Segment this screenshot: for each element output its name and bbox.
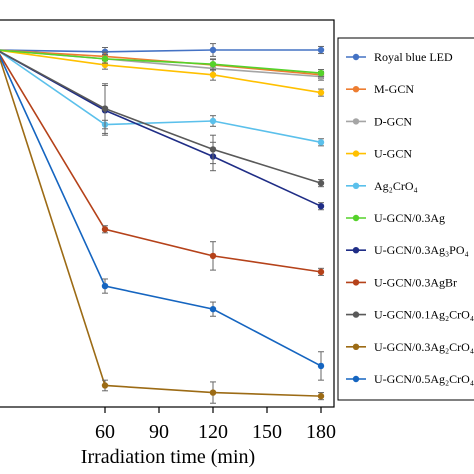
series-group	[0, 56, 325, 404]
x-tick-label: 120	[198, 421, 228, 443]
legend-swatch-marker	[352, 343, 360, 350]
legend-item: Royal blue LED	[346, 50, 453, 64]
legend-item: U-GCN/0.1Ag₂CrO₄	[346, 308, 474, 322]
legend: Royal blue LED M-GCN D-GCN U-GCN Ag₂CrO₄ U-GC…	[346, 50, 474, 386]
legend-label: U-GCN/0.3Ag₂CrO₄	[374, 340, 474, 354]
legend-label: U-GCN/0.3AgBr	[374, 275, 457, 289]
legend-label: U-GCN/0.3Ag₃PO₄	[374, 243, 469, 257]
legend-item: M-GCN	[346, 82, 414, 96]
x-tick-label: 60	[95, 421, 115, 443]
legend-swatch-marker	[352, 118, 360, 125]
legend-item: Ag₂CrO₄	[346, 179, 418, 193]
legend-swatch-marker	[352, 247, 360, 254]
data-point	[317, 392, 325, 400]
data-point	[209, 60, 217, 68]
series-line	[0, 49, 322, 76]
legend-swatch-marker	[352, 375, 360, 383]
legend-box	[337, 37, 474, 401]
x-tick-label: 150	[252, 421, 282, 443]
data-point	[317, 268, 325, 276]
series-line	[0, 49, 321, 53]
series-group	[0, 49, 325, 78]
legend-item: U-GCN/0.3Ag	[346, 211, 445, 225]
data-point	[317, 139, 325, 146]
legend-label: U-GCN/0.1Ag₂CrO₄	[374, 308, 474, 322]
data-point	[209, 71, 217, 79]
legend-item: U-GCN/0.3AgBr	[346, 275, 457, 289]
legend-label: Ag₂CrO₄	[374, 179, 418, 193]
legend-label: U-GCN	[374, 147, 412, 161]
legend-item: U-GCN/0.3Ag₂CrO₄	[346, 340, 474, 354]
data-point	[101, 55, 109, 63]
series-group	[0, 50, 325, 188]
series-group	[0, 51, 325, 147]
series-layer	[0, 43, 325, 404]
legend-swatch-marker	[352, 182, 360, 189]
legend-swatch-marker	[352, 53, 360, 61]
legend-item: U-GCN/0.5Ag₂CrO₄	[346, 372, 474, 386]
series-line	[0, 56, 322, 397]
data-point	[209, 389, 217, 396]
series-line	[0, 50, 322, 184]
data-point	[209, 146, 217, 153]
legend-label: M-GCN	[374, 82, 414, 96]
series-line	[0, 54, 322, 367]
legend-swatch-marker	[352, 150, 360, 157]
series-group	[0, 53, 325, 276]
data-point	[101, 105, 109, 112]
x-tick-label: 90	[149, 421, 169, 443]
data-point	[317, 89, 325, 96]
legend-swatch-marker	[352, 311, 360, 318]
data-point	[101, 282, 109, 290]
legend-item: D-GCN	[346, 114, 412, 128]
series-line	[0, 53, 322, 273]
x-axis-title: Irradiation time (min)	[81, 446, 255, 468]
x-tick-label: 180	[306, 421, 336, 443]
x-axis: 60 90 120 150 180	[95, 407, 336, 443]
legend-label: Royal blue LED	[374, 50, 453, 64]
data-point	[317, 179, 325, 187]
legend-swatch-marker	[352, 279, 360, 286]
series-line	[0, 49, 322, 74]
legend-label: U-GCN/0.3Ag	[374, 211, 445, 225]
data-point	[101, 226, 109, 233]
data-point	[209, 305, 217, 313]
legend-label: D-GCN	[374, 114, 412, 128]
legend-swatch-marker	[352, 86, 360, 93]
data-point	[209, 252, 217, 260]
data-point	[317, 203, 325, 210]
legend-item: U-GCN/0.3Ag₃PO₄	[346, 243, 469, 257]
data-point	[317, 46, 325, 54]
legend-swatch-marker	[352, 214, 360, 222]
series-line	[0, 49, 322, 94]
data-point	[317, 69, 325, 77]
data-point	[209, 117, 217, 125]
series-line	[0, 51, 322, 144]
data-point	[209, 46, 217, 54]
data-point	[317, 362, 325, 370]
legend-item: U-GCN	[346, 147, 412, 161]
series-group	[0, 54, 325, 381]
plot-area-frame	[0, 19, 335, 408]
data-point	[101, 382, 109, 389]
legend-label: U-GCN/0.5Ag₂CrO₄	[374, 372, 474, 386]
